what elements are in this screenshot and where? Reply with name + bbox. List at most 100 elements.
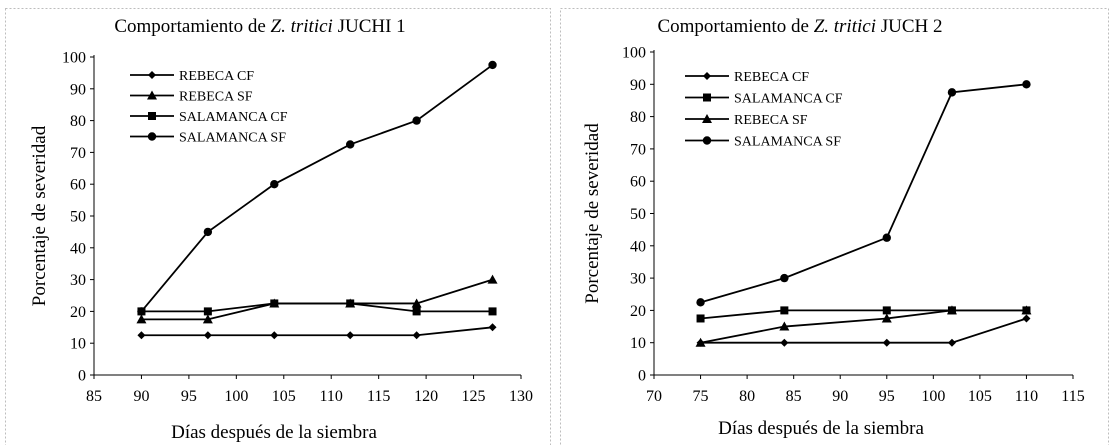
- x-tick-label: 90: [832, 388, 848, 405]
- series-rebeca-sf: [136, 274, 498, 324]
- x-tick-label: 105: [272, 388, 296, 405]
- y-tick-label: 70: [70, 145, 86, 162]
- data-point-circle: [696, 298, 705, 307]
- data-point-circle: [882, 233, 891, 242]
- y-tick-label: 90: [630, 77, 646, 94]
- data-point-circle: [1022, 80, 1031, 89]
- legend-marker-triangle: [702, 114, 712, 123]
- legend-label: REBECA CF: [734, 70, 809, 85]
- x-tick-label: 115: [1061, 388, 1084, 405]
- y-tick-label: 80: [630, 109, 646, 126]
- data-point-diamond: [947, 338, 956, 347]
- legend-label: REBECA SF: [734, 113, 808, 128]
- data-point-circle: [488, 60, 497, 70]
- x-tick-label: 115: [367, 388, 390, 405]
- series-rebeca-sf: [695, 305, 1032, 347]
- x-tick-label: 80: [739, 388, 755, 405]
- data-point-circle: [203, 227, 213, 237]
- x-tick-label: 100: [224, 388, 248, 405]
- data-point-triangle: [411, 298, 422, 308]
- chart-1-legend: REBECA CF REBECA SF SALAMANCA CF SALAMANCA …: [130, 69, 288, 146]
- charts-layer: Comportamiento de Z. tritici JUCHI 1 0 10 2…: [29, 16, 1085, 443]
- legend-label: REBECA CF: [179, 69, 254, 84]
- legend-label: REBECA SF: [179, 90, 253, 105]
- data-point-diamond: [346, 331, 355, 340]
- data-point-diamond: [780, 338, 789, 347]
- data-point-square: [203, 307, 212, 316]
- legend-marker-circle: [147, 132, 157, 141]
- y-tick-label: 30: [630, 271, 646, 288]
- data-point-circle: [346, 140, 355, 149]
- chart-2: Comportamiento de Z. tritici JUCH 2 0 10 20…: [582, 16, 1085, 439]
- y-tick-label: 10: [70, 336, 86, 353]
- series-line: [700, 309, 1027, 344]
- y-tick-label: 50: [630, 206, 646, 223]
- y-tick-label: 30: [70, 272, 86, 289]
- data-point-square: [346, 299, 355, 308]
- y-tick-label: 60: [70, 177, 86, 194]
- series-line: [141, 302, 493, 313]
- data-point-diamond: [270, 331, 279, 340]
- series-salamanca-sf: [137, 60, 497, 316]
- series-line: [141, 326, 493, 337]
- x-tick-label: 95: [879, 388, 895, 405]
- y-tick-label: 40: [630, 238, 646, 255]
- legend-label: SALAMANCA CF: [734, 92, 843, 107]
- chart-1-title: Comportamiento de Z. tritici JUCHI 1: [114, 16, 405, 37]
- data-point-square: [270, 299, 279, 308]
- data-point-square: [696, 314, 705, 323]
- data-point-diamond: [412, 331, 421, 340]
- y-tick-label: 60: [630, 174, 646, 191]
- data-point-circle: [947, 88, 957, 97]
- data-point-triangle: [695, 337, 706, 347]
- x-tick-label: 75: [693, 388, 709, 405]
- y-tick-label: 0: [78, 368, 86, 385]
- x-tick-label: 130: [509, 388, 533, 405]
- y-tick-label: 70: [630, 141, 646, 158]
- series-line: [700, 317, 1027, 344]
- legend-marker-circle: [702, 136, 712, 145]
- data-point-diamond: [203, 331, 212, 340]
- data-point-circle: [270, 180, 279, 189]
- chart-2-title: Comportamiento de Z. tritici JUCH 2: [657, 16, 942, 37]
- data-point-triangle: [881, 313, 892, 323]
- series-line: [141, 278, 493, 321]
- y-tick-label: 20: [630, 303, 646, 320]
- x-tick-label: 105: [968, 388, 992, 405]
- data-point-square: [488, 307, 497, 316]
- data-point-diamond: [488, 323, 497, 332]
- x-tick-label: 70: [646, 388, 662, 405]
- right-panel-border: [560, 8, 1109, 445]
- legend-marker-diamond: [148, 71, 156, 79]
- x-tick-label: 85: [86, 388, 102, 405]
- y-tick-label: 0: [638, 368, 646, 385]
- x-tick-label: 95: [181, 388, 197, 405]
- series-rebeca-cf: [696, 314, 1031, 347]
- data-point-diamond: [882, 338, 891, 347]
- legend-marker-square: [148, 112, 156, 120]
- y-tick-label: 20: [70, 304, 86, 321]
- chart-2-x-label: Días después de la siembra: [718, 418, 924, 439]
- legend-label: SALAMANCA SF: [179, 131, 286, 146]
- data-point-circle: [412, 116, 421, 125]
- y-tick-label: 100: [622, 45, 646, 62]
- y-tick-label: 100: [62, 50, 86, 67]
- data-point-circle: [780, 273, 789, 283]
- series-line: [140, 64, 494, 312]
- x-tick-label: 120: [414, 388, 438, 405]
- series-line: [700, 309, 1027, 320]
- legend-label: SALAMANCA CF: [179, 110, 288, 125]
- data-point-triangle: [136, 314, 147, 324]
- y-tick-label: 10: [630, 335, 646, 352]
- y-tick-label: 80: [70, 113, 86, 130]
- data-point-circle: [137, 307, 146, 316]
- chart-1-x-label: Días después de la siembra: [171, 422, 377, 443]
- chart-2-y-label: Porcentaje de severidad: [582, 123, 603, 304]
- legend-label: SALAMANCA SF: [734, 135, 841, 150]
- data-point-triangle: [202, 314, 213, 324]
- chart-1: Comportamiento de Z. tritici JUCHI 1 0 10 2…: [29, 16, 533, 443]
- y-tick-label: 90: [70, 81, 86, 98]
- series-salamanca-cf: [137, 299, 497, 316]
- x-tick-label: 110: [320, 388, 343, 405]
